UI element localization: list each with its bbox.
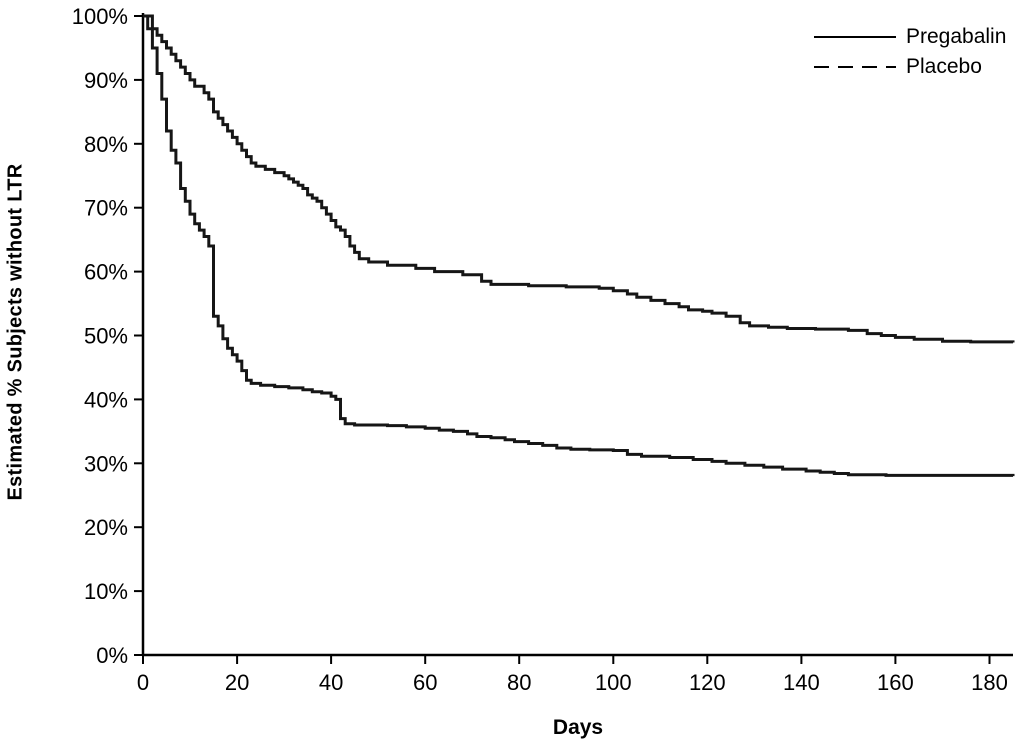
- svg-text:40: 40: [319, 670, 343, 695]
- legend-item-placebo: Placebo: [814, 56, 1016, 77]
- svg-text:90%: 90%: [84, 68, 128, 93]
- y-axis-title: Estimated % Subjects without LTR: [4, 163, 27, 501]
- svg-text:80: 80: [507, 670, 531, 695]
- svg-text:50%: 50%: [84, 324, 128, 349]
- legend: Pregabalin Placebo: [814, 26, 1016, 77]
- legend-label-pregabalin: Pregabalin: [906, 25, 1007, 48]
- svg-text:100%: 100%: [72, 4, 128, 29]
- svg-text:70%: 70%: [84, 196, 128, 221]
- svg-text:100: 100: [595, 670, 632, 695]
- svg-text:60: 60: [413, 670, 437, 695]
- legend-item-pregabalin: Pregabalin: [814, 26, 1016, 47]
- svg-text:10%: 10%: [84, 579, 128, 604]
- svg-text:20%: 20%: [84, 515, 128, 540]
- svg-text:20: 20: [225, 670, 249, 695]
- x-axis-title: Days: [552, 716, 604, 739]
- svg-text:160: 160: [877, 670, 914, 695]
- legend-label-placebo: Placebo: [906, 55, 982, 78]
- svg-text:60%: 60%: [84, 260, 128, 285]
- svg-text:120: 120: [689, 670, 726, 695]
- svg-text:0%: 0%: [96, 643, 128, 668]
- svg-text:40%: 40%: [84, 387, 128, 412]
- svg-text:0: 0: [137, 670, 149, 695]
- svg-text:80%: 80%: [84, 132, 128, 157]
- pregabalin-line-sample: [814, 35, 896, 38]
- placebo-line-sample: [814, 65, 896, 68]
- svg-text:140: 140: [783, 670, 820, 695]
- svg-text:30%: 30%: [84, 451, 128, 476]
- svg-text:180: 180: [971, 670, 1008, 695]
